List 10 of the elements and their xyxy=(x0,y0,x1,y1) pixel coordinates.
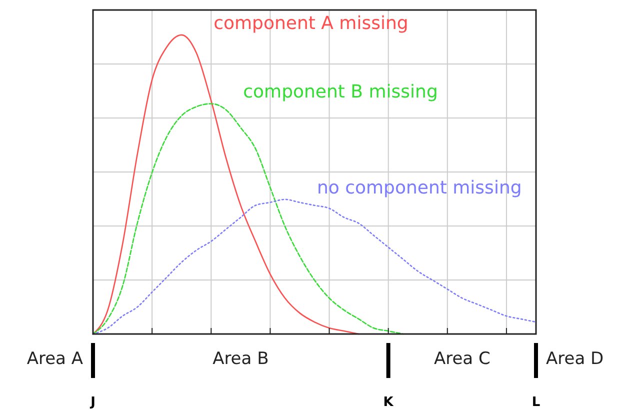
x-tick-label: L xyxy=(532,395,540,410)
text: Area A xyxy=(26,349,84,369)
x-tick-label: K xyxy=(383,395,394,410)
x-tick-label: J xyxy=(90,395,96,410)
series-label: no component missing xyxy=(316,177,522,198)
text: Area C xyxy=(434,349,490,369)
series-label: component A missing xyxy=(214,12,408,34)
text: Area B xyxy=(212,349,269,369)
text: Area D xyxy=(546,349,604,369)
series-label: component B missing xyxy=(243,82,438,103)
